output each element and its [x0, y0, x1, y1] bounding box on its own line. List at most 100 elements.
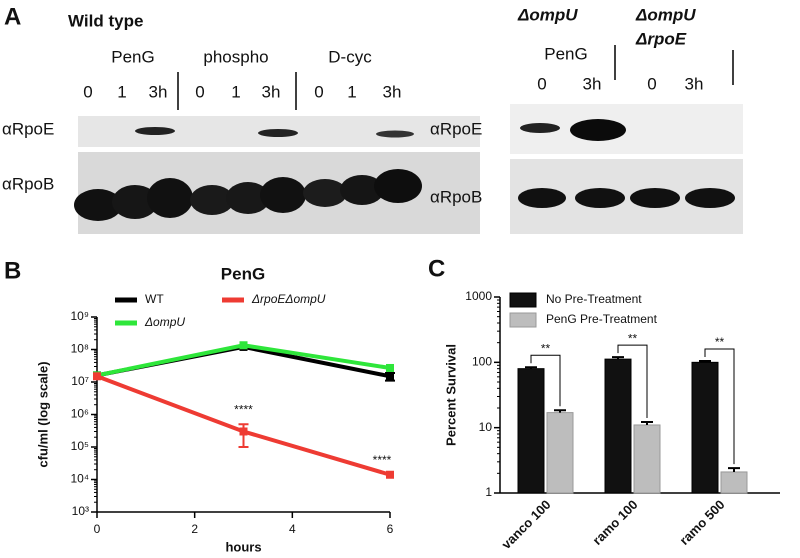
blot-title: Wild type [68, 11, 143, 30]
annotation: **** [373, 453, 392, 467]
x-axis-label: hours [225, 539, 261, 554]
row-label: αRpoE [430, 119, 482, 138]
band [303, 179, 347, 207]
timepoint: 1 [347, 82, 356, 101]
band [570, 119, 626, 141]
band [630, 188, 680, 208]
timepoint: 0 [195, 82, 204, 101]
legend-label: No Pre-Treatment [546, 292, 642, 306]
legend-swatch [509, 292, 537, 308]
band [112, 185, 158, 219]
y-tick-label: 1 [485, 485, 492, 499]
timepoint: 0 [83, 82, 92, 101]
annotation: **** [234, 402, 253, 416]
bar [604, 358, 632, 494]
error-bar [699, 359, 711, 363]
panel-label: A [4, 3, 21, 30]
significance-bracket [617, 344, 648, 419]
strain: ΔompU [517, 5, 578, 24]
error-bar [641, 421, 653, 425]
x-tick-label: 0 [94, 522, 101, 536]
y-tick-label: 10⁸ [71, 342, 89, 356]
annotation: ** [715, 335, 725, 349]
band [147, 178, 193, 218]
bar [517, 368, 545, 494]
legend-swatch [509, 312, 537, 328]
band [518, 188, 566, 208]
chart-title: PenG [221, 264, 265, 283]
y-tick-label: 1000 [465, 289, 492, 303]
y-tick-label: 10⁹ [71, 309, 90, 323]
band [190, 185, 234, 215]
timepoint: 3h [583, 74, 602, 93]
band [340, 175, 384, 205]
panel-label: B [4, 257, 21, 284]
row-label: αRpoE [2, 119, 54, 138]
error-bar [525, 366, 537, 369]
band [135, 127, 175, 135]
timepoint: 0 [647, 74, 656, 93]
blots [74, 45, 743, 234]
y-tick-label: 10⁷ [71, 374, 89, 388]
legend-label: ΔrpoEΔompU [251, 292, 326, 306]
bar [720, 471, 748, 494]
x-tick-label: 4 [289, 522, 296, 536]
legend-label: PenG Pre-Treatment [546, 312, 658, 326]
error-bar [554, 409, 566, 413]
x-tick-label: ramo 100 [590, 497, 641, 548]
treatment: phospho [203, 47, 268, 66]
band [520, 123, 560, 133]
treatment: D-cyc [328, 47, 372, 66]
y-tick-label: 10⁴ [70, 472, 89, 486]
bar [546, 412, 574, 494]
timepoint: 1 [117, 82, 126, 101]
timepoint: 1 [231, 82, 240, 101]
y-tick-label: 10 [479, 420, 493, 434]
significance-bracket [530, 354, 561, 407]
error-bar [728, 467, 740, 472]
bar [633, 424, 661, 494]
point [239, 427, 248, 436]
annotation: ** [541, 341, 551, 355]
point [386, 363, 394, 372]
x-tick-label: 6 [387, 522, 394, 536]
treatment: PenG [111, 47, 154, 66]
timepoint: 3h [149, 82, 168, 101]
legend-label: ΔompU [144, 315, 185, 329]
band [258, 129, 298, 137]
band [575, 188, 625, 208]
error-bar [612, 356, 624, 360]
band [376, 130, 414, 138]
row-label: αRpoB [2, 174, 54, 193]
strain: ΔompU [635, 5, 696, 24]
annotation: ** [628, 331, 638, 345]
strain: ΔrpoE [635, 29, 687, 48]
y-tick-label: 10⁵ [71, 439, 89, 453]
panel-a-text: A Wild type PenG phospho D-cyc 0 1 3h 0 … [2, 3, 703, 206]
y-tick-label: 100 [472, 355, 492, 369]
timepoint: 0 [314, 82, 323, 101]
treatment: PenG [544, 44, 587, 63]
y-tick-label: 10³ [72, 504, 89, 518]
band [260, 177, 306, 213]
point [386, 470, 394, 479]
point [386, 372, 394, 381]
x-tick-label: vanco 100 [498, 497, 553, 552]
y-axis-label: cfu/ml (log scale) [35, 361, 50, 467]
panel-label: C [428, 255, 445, 282]
band [685, 188, 735, 208]
band [226, 182, 270, 214]
y-axis-label: Percent Survival [443, 344, 458, 446]
legend-label: WT [145, 292, 164, 306]
x-tick-label: ramo 500 [677, 497, 728, 548]
bar [691, 361, 719, 494]
significance-bracket [704, 348, 735, 465]
row-label: αRpoB [430, 187, 482, 206]
band [374, 169, 422, 203]
y-tick-label: 10⁶ [71, 407, 89, 421]
point [239, 341, 248, 350]
x-tick-label: 2 [191, 522, 198, 536]
timepoint: 3h [383, 82, 402, 101]
timepoint: 0 [537, 74, 546, 93]
